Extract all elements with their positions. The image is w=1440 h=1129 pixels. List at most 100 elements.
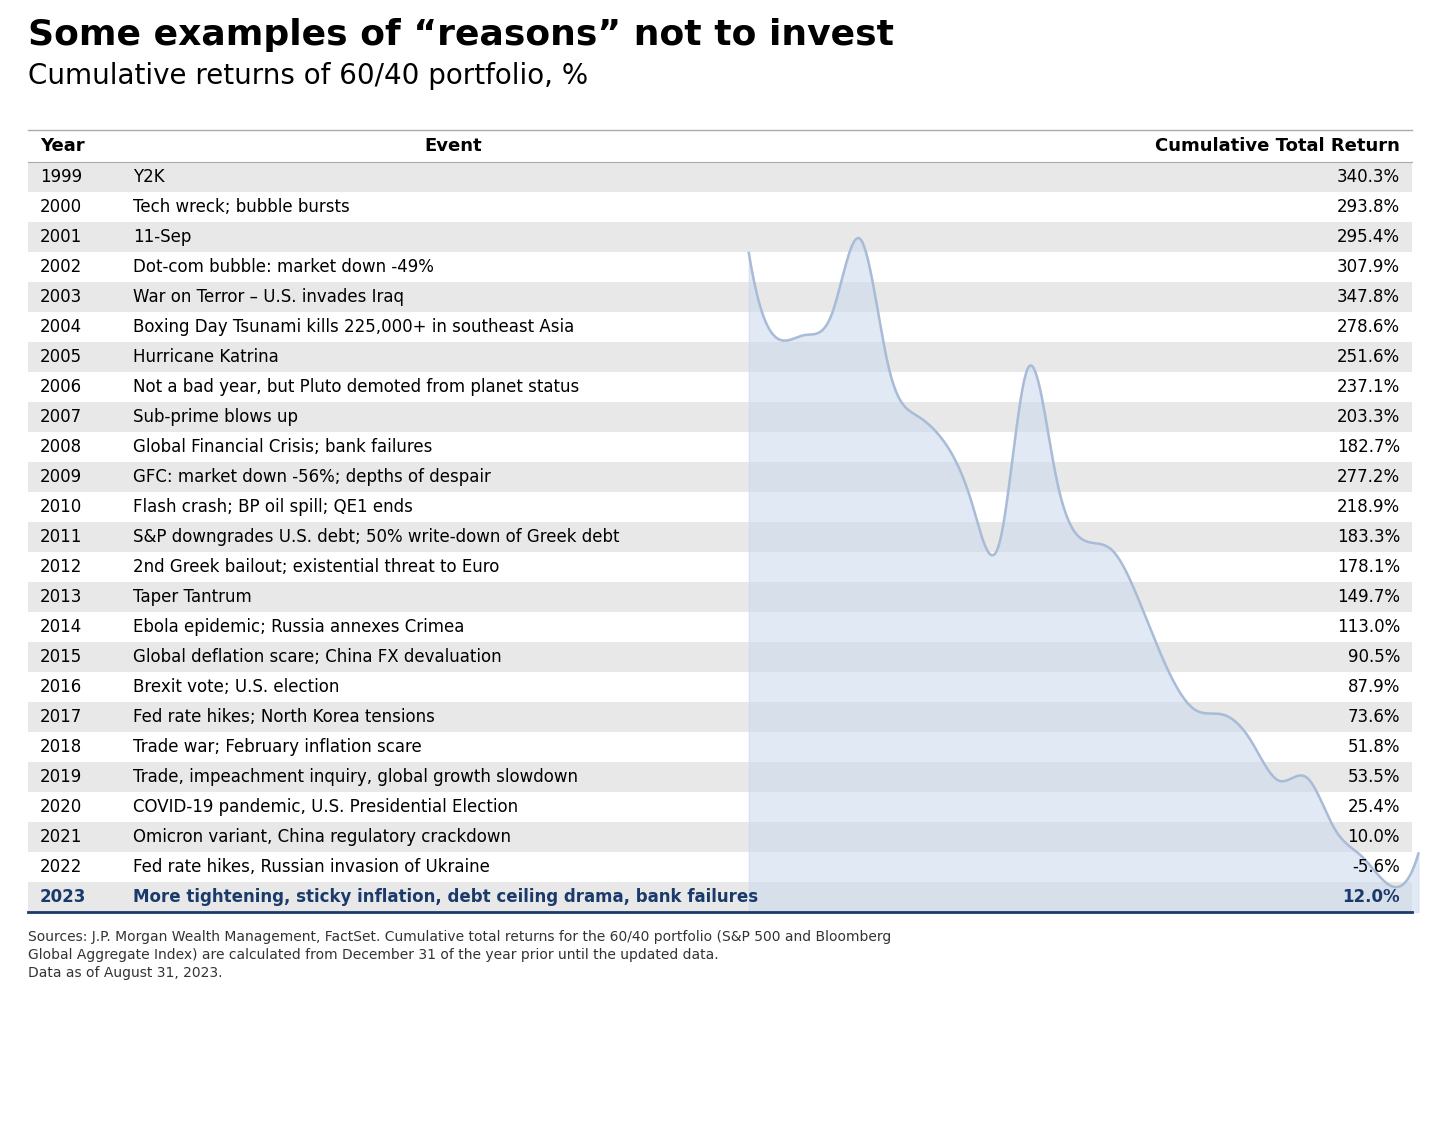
Bar [27, 252, 1413, 282]
Text: 113.0%: 113.0% [1336, 618, 1400, 636]
Text: Not a bad year, but Pluto demoted from planet status: Not a bad year, but Pluto demoted from p… [132, 378, 579, 396]
Text: Trade war; February inflation scare: Trade war; February inflation scare [132, 738, 422, 756]
Text: 2017: 2017 [40, 708, 82, 726]
Bar [27, 642, 1413, 672]
Text: Year: Year [40, 137, 85, 155]
Bar [27, 371, 1413, 402]
Text: 2004: 2004 [40, 318, 82, 336]
Bar [27, 732, 1413, 762]
Bar [27, 462, 1413, 492]
Text: 2001: 2001 [40, 228, 82, 246]
Text: 218.9%: 218.9% [1336, 498, 1400, 516]
Bar [27, 552, 1413, 583]
Text: 11-Sep: 11-Sep [132, 228, 192, 246]
Bar [27, 402, 1413, 432]
Text: 183.3%: 183.3% [1336, 528, 1400, 546]
Text: Hurricane Katrina: Hurricane Katrina [132, 348, 279, 366]
Bar [27, 702, 1413, 732]
Text: 278.6%: 278.6% [1336, 318, 1400, 336]
Bar [27, 852, 1413, 882]
Text: 2010: 2010 [40, 498, 82, 516]
Text: 2021: 2021 [40, 828, 82, 846]
Text: Event: Event [425, 137, 482, 155]
Text: 347.8%: 347.8% [1336, 288, 1400, 306]
Text: 149.7%: 149.7% [1336, 588, 1400, 606]
Text: Sub-prime blows up: Sub-prime blows up [132, 408, 298, 426]
Text: Sources: J.P. Morgan Wealth Management, FactSet. Cumulative total returns for th: Sources: J.P. Morgan Wealth Management, … [27, 930, 891, 944]
Text: 25.4%: 25.4% [1348, 798, 1400, 816]
Bar [27, 222, 1413, 252]
Bar [27, 822, 1413, 852]
Text: S&P downgrades U.S. debt; 50% write-down of Greek debt: S&P downgrades U.S. debt; 50% write-down… [132, 528, 619, 546]
Bar [27, 612, 1413, 642]
Bar [27, 192, 1413, 222]
Text: Fed rate hikes; North Korea tensions: Fed rate hikes; North Korea tensions [132, 708, 435, 726]
Text: War on Terror – U.S. invades Iraq: War on Terror – U.S. invades Iraq [132, 288, 405, 306]
Text: Data as of August 31, 2023.: Data as of August 31, 2023. [27, 966, 223, 980]
Text: 203.3%: 203.3% [1336, 408, 1400, 426]
Text: GFC: market down -56%; depths of despair: GFC: market down -56%; depths of despair [132, 469, 491, 485]
Text: 182.7%: 182.7% [1336, 438, 1400, 456]
Text: 12.0%: 12.0% [1342, 889, 1400, 905]
Text: 2002: 2002 [40, 259, 82, 275]
Text: Some examples of “reasons” not to invest: Some examples of “reasons” not to invest [27, 18, 894, 52]
Text: 237.1%: 237.1% [1336, 378, 1400, 396]
Text: 2022: 2022 [40, 858, 82, 876]
Text: 2014: 2014 [40, 618, 82, 636]
Text: 2009: 2009 [40, 469, 82, 485]
Text: COVID-19 pandemic, U.S. Presidential Election: COVID-19 pandemic, U.S. Presidential Ele… [132, 798, 518, 816]
Text: 2015: 2015 [40, 648, 82, 666]
Bar [27, 492, 1413, 522]
Bar [27, 882, 1413, 912]
Text: Cumulative returns of 60/40 portfolio, %: Cumulative returns of 60/40 portfolio, % [27, 62, 588, 90]
Text: 73.6%: 73.6% [1348, 708, 1400, 726]
Text: 90.5%: 90.5% [1348, 648, 1400, 666]
Text: 2020: 2020 [40, 798, 82, 816]
Bar [27, 282, 1413, 312]
Bar [27, 432, 1413, 462]
Bar [27, 583, 1413, 612]
Text: 2012: 2012 [40, 558, 82, 576]
Text: Fed rate hikes, Russian invasion of Ukraine: Fed rate hikes, Russian invasion of Ukra… [132, 858, 490, 876]
Text: Y2K: Y2K [132, 168, 164, 186]
Text: 1999: 1999 [40, 168, 82, 186]
Text: 2007: 2007 [40, 408, 82, 426]
Text: 2003: 2003 [40, 288, 82, 306]
Text: Cumulative Total Return: Cumulative Total Return [1155, 137, 1400, 155]
Bar [27, 672, 1413, 702]
Bar [27, 762, 1413, 793]
Text: 293.8%: 293.8% [1336, 198, 1400, 216]
Text: Boxing Day Tsunami kills 225,000+ in southeast Asia: Boxing Day Tsunami kills 225,000+ in sou… [132, 318, 575, 336]
Text: Brexit vote; U.S. election: Brexit vote; U.S. election [132, 679, 340, 695]
Text: 251.6%: 251.6% [1336, 348, 1400, 366]
Text: 2018: 2018 [40, 738, 82, 756]
Text: 53.5%: 53.5% [1348, 768, 1400, 786]
Text: 87.9%: 87.9% [1348, 679, 1400, 695]
Text: 2019: 2019 [40, 768, 82, 786]
Text: 2016: 2016 [40, 679, 82, 695]
Bar [27, 342, 1413, 371]
Text: Flash crash; BP oil spill; QE1 ends: Flash crash; BP oil spill; QE1 ends [132, 498, 413, 516]
Text: 178.1%: 178.1% [1336, 558, 1400, 576]
Bar [27, 793, 1413, 822]
Text: Trade, impeachment inquiry, global growth slowdown: Trade, impeachment inquiry, global growt… [132, 768, 577, 786]
Text: 2013: 2013 [40, 588, 82, 606]
Text: Taper Tantrum: Taper Tantrum [132, 588, 252, 606]
Bar [27, 161, 1413, 192]
Bar [27, 522, 1413, 552]
Text: 2000: 2000 [40, 198, 82, 216]
Text: Global Financial Crisis; bank failures: Global Financial Crisis; bank failures [132, 438, 432, 456]
Text: 2023: 2023 [40, 889, 86, 905]
Text: 51.8%: 51.8% [1348, 738, 1400, 756]
Text: Tech wreck; bubble bursts: Tech wreck; bubble bursts [132, 198, 350, 216]
Text: -5.6%: -5.6% [1352, 858, 1400, 876]
Text: Global deflation scare; China FX devaluation: Global deflation scare; China FX devalua… [132, 648, 501, 666]
Bar [27, 312, 1413, 342]
Text: Global Aggregate Index) are calculated from December 31 of the year prior until : Global Aggregate Index) are calculated f… [27, 948, 719, 962]
Text: 2008: 2008 [40, 438, 82, 456]
Text: 2011: 2011 [40, 528, 82, 546]
Text: 307.9%: 307.9% [1336, 259, 1400, 275]
Text: 2nd Greek bailout; existential threat to Euro: 2nd Greek bailout; existential threat to… [132, 558, 500, 576]
Text: Dot-com bubble: market down -49%: Dot-com bubble: market down -49% [132, 259, 433, 275]
Text: 277.2%: 277.2% [1336, 469, 1400, 485]
